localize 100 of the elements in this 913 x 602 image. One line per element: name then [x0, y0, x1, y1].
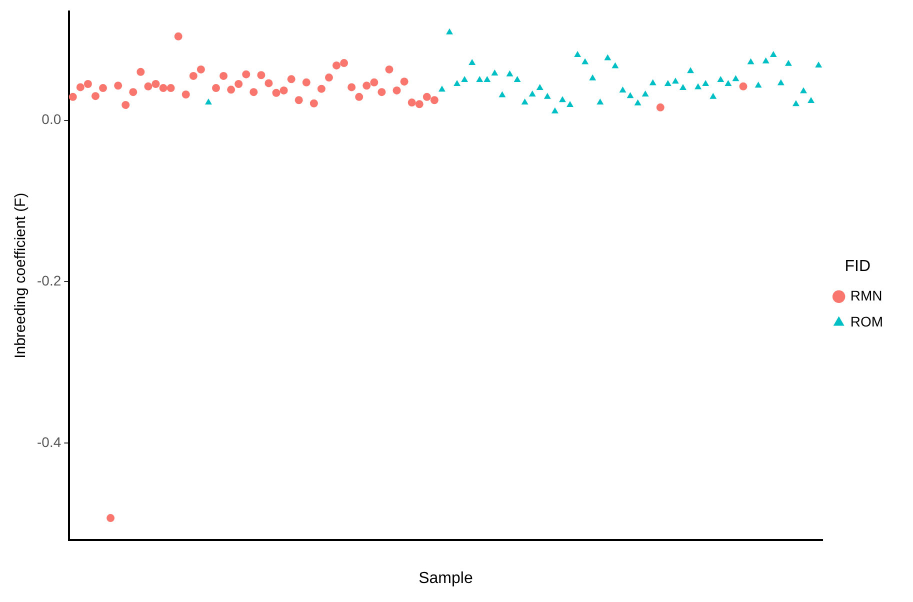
point — [212, 84, 220, 92]
point — [68, 92, 77, 101]
point — [551, 107, 558, 114]
point — [792, 100, 800, 106]
point — [468, 59, 476, 66]
point — [196, 65, 205, 74]
point — [596, 98, 604, 105]
point — [476, 76, 484, 82]
point — [574, 50, 582, 57]
point — [287, 75, 296, 84]
point — [205, 98, 212, 105]
point — [227, 86, 236, 94]
point — [808, 96, 815, 103]
point — [392, 86, 401, 94]
point — [770, 50, 777, 57]
point — [400, 78, 408, 86]
point — [544, 92, 551, 99]
point — [656, 103, 664, 112]
point — [257, 71, 266, 80]
point — [672, 78, 679, 84]
point — [370, 78, 378, 86]
point — [649, 79, 656, 86]
point — [385, 65, 394, 74]
point — [84, 80, 92, 88]
point — [484, 76, 491, 82]
x-axis-title: Sample — [418, 570, 473, 587]
point — [355, 92, 364, 101]
point — [122, 100, 130, 109]
point — [626, 92, 634, 98]
point — [566, 100, 574, 107]
point — [604, 54, 612, 60]
point — [732, 75, 740, 82]
point — [250, 88, 258, 96]
point — [136, 68, 145, 76]
point — [317, 84, 326, 93]
point — [454, 80, 460, 86]
point — [619, 86, 626, 92]
point — [182, 90, 190, 98]
point — [717, 76, 724, 82]
point — [634, 99, 642, 106]
point — [310, 99, 318, 108]
y-axis-title: Inbreeding coefficient (F) — [12, 192, 30, 358]
point — [152, 80, 160, 88]
point — [491, 70, 498, 76]
point — [784, 60, 792, 66]
point — [280, 86, 288, 94]
point — [348, 83, 356, 92]
point — [739, 82, 748, 90]
point — [747, 58, 754, 64]
point — [220, 72, 228, 80]
point — [754, 82, 762, 88]
point — [710, 92, 717, 99]
point — [687, 67, 694, 74]
y-tick-label: -0.4 — [37, 434, 62, 450]
point — [521, 98, 528, 105]
point — [762, 57, 770, 64]
point — [694, 83, 702, 90]
point — [536, 84, 544, 90]
point — [438, 86, 446, 92]
point — [378, 88, 386, 96]
point — [642, 90, 649, 96]
point — [332, 61, 341, 70]
point — [166, 84, 175, 92]
point — [144, 82, 152, 90]
point — [724, 80, 732, 86]
point — [408, 98, 416, 107]
point — [800, 87, 807, 94]
y-tick-label: -0.2 — [37, 272, 62, 289]
point — [680, 84, 686, 90]
point — [159, 84, 168, 92]
point — [302, 78, 310, 86]
point — [559, 96, 566, 102]
point — [340, 59, 348, 68]
point — [514, 76, 521, 82]
point — [99, 84, 108, 92]
point — [612, 62, 619, 68]
point — [506, 70, 514, 76]
point — [430, 96, 438, 104]
y-tick-label: 0.0 — [42, 111, 62, 128]
point — [264, 79, 273, 88]
point — [234, 80, 243, 88]
point — [498, 91, 506, 98]
point — [777, 79, 784, 86]
point — [422, 92, 431, 101]
point — [106, 514, 115, 522]
point — [272, 88, 280, 97]
point — [589, 74, 596, 80]
legend-label: ROM — [850, 313, 884, 330]
point — [461, 76, 468, 82]
point — [815, 61, 822, 68]
point — [582, 58, 589, 64]
point — [324, 74, 333, 82]
point — [702, 80, 710, 86]
point — [91, 92, 100, 100]
point — [242, 70, 250, 78]
point — [114, 82, 122, 90]
point — [76, 83, 84, 92]
point — [174, 32, 182, 40]
point — [189, 72, 198, 80]
legend-label: RMN — [850, 287, 882, 304]
